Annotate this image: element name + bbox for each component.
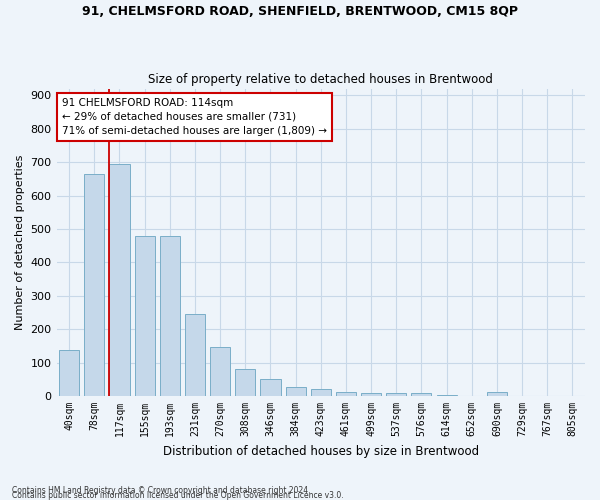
Title: Size of property relative to detached houses in Brentwood: Size of property relative to detached ho… — [148, 73, 493, 86]
Bar — [437, 395, 457, 396]
Bar — [235, 368, 256, 396]
Bar — [109, 164, 130, 396]
Bar — [286, 387, 305, 396]
Bar — [160, 236, 180, 396]
Bar — [311, 390, 331, 396]
Bar — [412, 392, 431, 396]
Bar — [185, 314, 205, 396]
Bar — [386, 392, 406, 396]
Text: 91 CHELMSFORD ROAD: 114sqm
← 29% of detached houses are smaller (731)
71% of sem: 91 CHELMSFORD ROAD: 114sqm ← 29% of deta… — [62, 98, 327, 136]
Bar — [59, 350, 79, 396]
Bar — [487, 392, 507, 396]
Bar — [134, 236, 155, 396]
Text: Contains public sector information licensed under the Open Government Licence v3: Contains public sector information licen… — [12, 491, 344, 500]
Bar — [260, 380, 281, 396]
Bar — [361, 392, 381, 396]
Text: 91, CHELMSFORD ROAD, SHENFIELD, BRENTWOOD, CM15 8QP: 91, CHELMSFORD ROAD, SHENFIELD, BRENTWOO… — [82, 5, 518, 18]
Y-axis label: Number of detached properties: Number of detached properties — [15, 154, 25, 330]
Bar — [84, 174, 104, 396]
Bar — [210, 346, 230, 396]
Bar — [336, 392, 356, 396]
Text: Contains HM Land Registry data © Crown copyright and database right 2024.: Contains HM Land Registry data © Crown c… — [12, 486, 311, 495]
X-axis label: Distribution of detached houses by size in Brentwood: Distribution of detached houses by size … — [163, 444, 479, 458]
